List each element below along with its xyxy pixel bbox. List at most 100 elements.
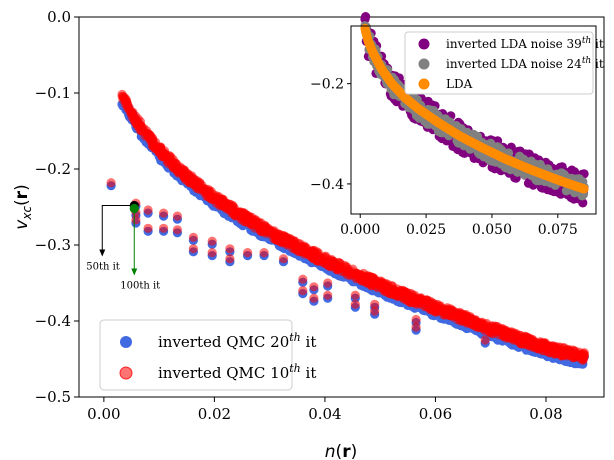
y-tick-label: −0.5	[35, 388, 71, 406]
y-tick-label: −0.4	[35, 312, 71, 330]
main-legend: inverted QMC 20th it inverted QMC 10th i…	[99, 319, 316, 391]
inset-legend-label-lda: LDA	[446, 77, 473, 91]
data-point	[498, 330, 508, 340]
data-point	[308, 253, 318, 263]
data-point	[206, 193, 216, 203]
inset-x-tick-label: 0.075	[538, 222, 578, 238]
outlier-point	[159, 208, 169, 218]
data-point	[164, 151, 174, 161]
y-tick-label: 0.0	[47, 8, 71, 26]
inset-axis-ticks: 0.000 0.025 0.050 0.075 −0.2 −0.4	[310, 77, 578, 238]
outlier-point	[480, 335, 490, 345]
outlier-point	[323, 278, 333, 288]
data-point	[515, 338, 526, 349]
outlier-point	[131, 215, 141, 225]
data-point	[430, 307, 440, 317]
y-tick-label: −0.2	[35, 160, 71, 178]
outlier-point	[188, 232, 198, 242]
outlier-point	[225, 244, 235, 254]
annotation-50th-it: 50th it	[86, 261, 120, 272]
inset-legend-box	[404, 31, 594, 95]
inset-x-tick-label: 0.000	[340, 222, 380, 238]
outlier-point	[159, 223, 169, 233]
data-point	[539, 339, 549, 350]
outlier-point	[278, 254, 289, 264]
inset-legend: inverted LDA noise 39th it inverted LDA …	[404, 31, 604, 95]
data-point	[156, 142, 166, 152]
inset-legend-label-39: inverted LDA noise 39th it	[446, 36, 604, 51]
main-axis-ticks: 0.00 0.02 0.04 0.06 0.08 0.0 −0.1 −0.2 −0.3 −0.4 −…	[35, 8, 563, 423]
inset-legend-marker-39	[418, 38, 430, 50]
data-point	[572, 352, 582, 362]
data-point	[551, 343, 562, 353]
y-tick-label: −0.1	[35, 84, 71, 102]
marker-100th-it	[129, 203, 139, 214]
inset-plot: 0.000 0.025 0.050 0.075 −0.2 −0.4 inverted LD…	[310, 12, 604, 238]
data-point	[446, 308, 456, 318]
outlier-point	[207, 236, 217, 246]
data-point	[300, 247, 310, 257]
data-point	[171, 158, 181, 168]
y-tick-label: −0.3	[35, 236, 71, 254]
outlier-point	[298, 286, 308, 296]
arrowhead-50th-it	[99, 249, 106, 257]
outlier-point	[172, 211, 182, 221]
x-tick-label: 0.00	[87, 405, 120, 423]
inset-y-tick-label: −0.4	[310, 177, 344, 193]
outlier-point	[309, 293, 319, 303]
outlier-point	[188, 244, 198, 254]
arrowhead-100th-it	[131, 268, 138, 276]
x-tick-label: 0.08	[529, 405, 562, 423]
main-scatter-points	[106, 89, 590, 369]
outlier-point	[323, 290, 333, 300]
data-point	[561, 345, 572, 356]
legend-label-qmc-10: inverted QMC 10th it	[158, 362, 316, 382]
data-point	[221, 198, 231, 208]
data-point	[332, 264, 342, 275]
data-point	[325, 260, 335, 270]
data-point	[373, 283, 383, 293]
outlier-point	[259, 248, 269, 258]
data-point	[469, 315, 479, 325]
inset-legend-label-24: inverted LDA noise 24th it	[446, 56, 604, 71]
x-tick-label: 0.04	[308, 405, 341, 423]
x-tick-label: 0.02	[198, 405, 231, 423]
inset-x-tick-label: 0.050	[472, 222, 512, 238]
inset-data-point	[361, 12, 371, 22]
outlier-point	[350, 290, 360, 300]
data-point	[404, 292, 414, 302]
arrow-50th-it	[101, 204, 135, 254]
x-axis-label: n(r)	[325, 442, 357, 460]
data-point	[365, 272, 375, 282]
data-point	[269, 227, 279, 237]
main-legend-box	[99, 319, 293, 391]
data-point	[411, 298, 421, 308]
outlier-point	[350, 299, 360, 309]
data-point	[344, 268, 355, 278]
outlier-point	[370, 306, 380, 316]
data-point	[253, 221, 263, 231]
inset-x-tick-label: 0.025	[406, 222, 446, 238]
legend-marker-qmc-10	[119, 366, 133, 380]
data-point	[240, 213, 250, 223]
y-axis-label: vxc(r)	[12, 184, 34, 229]
outlier-point	[172, 225, 182, 235]
legend-marker-qmc-20	[120, 336, 132, 348]
inset-scatter-points	[360, 12, 589, 208]
data-point	[455, 316, 465, 326]
inset-legend-marker-lda	[418, 78, 430, 90]
inset-y-tick-label: −0.2	[310, 77, 344, 93]
inset-data-point	[578, 198, 588, 208]
outlier-point	[243, 248, 253, 258]
data-point	[176, 168, 186, 178]
data-point	[230, 211, 240, 221]
legend-label-qmc-20: inverted QMC 20th it	[158, 331, 316, 351]
data-point	[498, 324, 508, 334]
outlier-point	[106, 178, 116, 188]
data-point	[487, 321, 497, 331]
data-point	[309, 245, 319, 255]
outlier-point	[143, 223, 153, 233]
data-point	[204, 186, 214, 196]
